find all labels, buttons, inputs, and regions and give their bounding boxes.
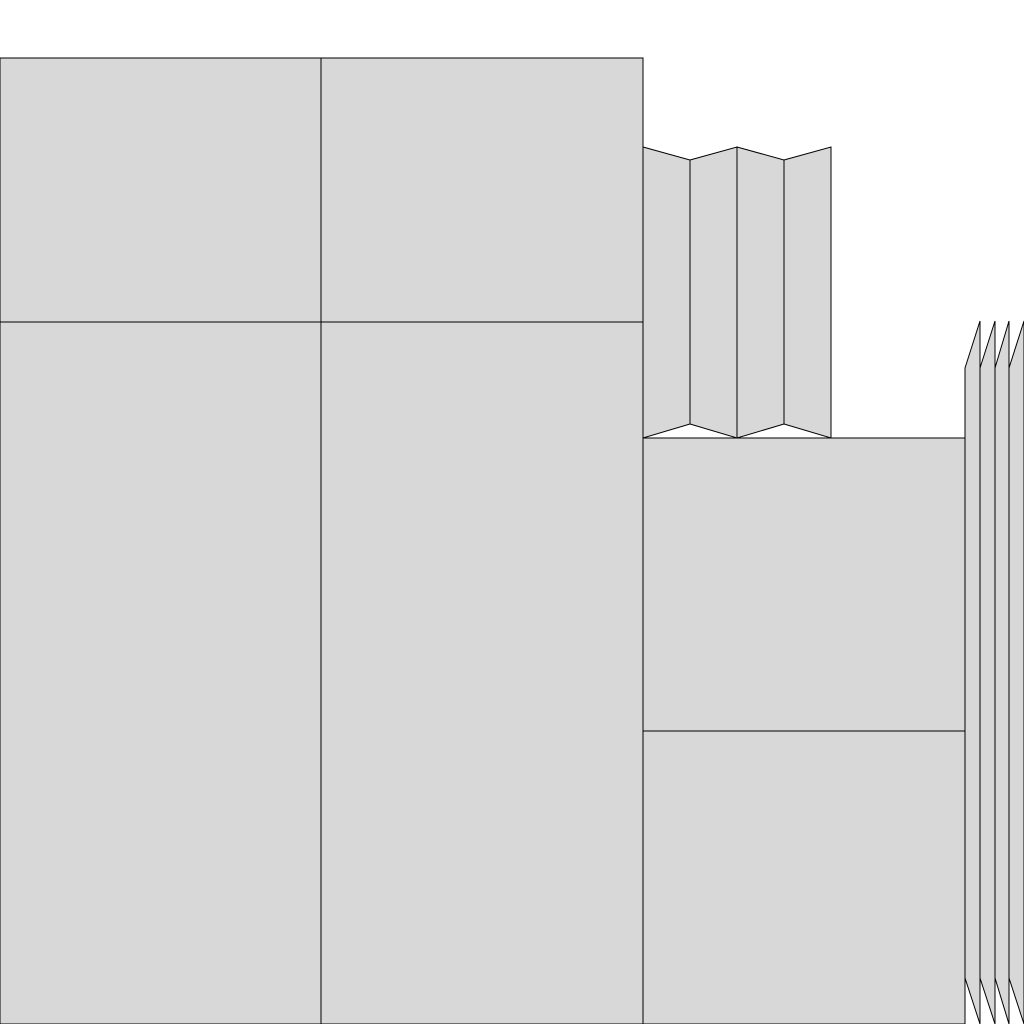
panel-right-upper — [642, 437, 966, 732]
edge-strip-segment — [994, 320, 1010, 1024]
edge-strip-segment — [964, 320, 981, 1024]
panel-right-lower — [642, 730, 966, 1024]
panel-top-right — [320, 57, 644, 323]
panel-top-left — [0, 57, 322, 323]
fold-strip-segment — [642, 146, 691, 439]
fold-strip-segment — [689, 146, 738, 439]
edge-strip-segment — [979, 320, 996, 1024]
fold-strip-segment — [783, 146, 832, 439]
edge-strip-segment — [1008, 320, 1024, 1024]
panel-bottom-left — [0, 321, 322, 1024]
fold-strip-segment — [736, 146, 785, 439]
panel-bottom-right — [320, 321, 644, 1024]
